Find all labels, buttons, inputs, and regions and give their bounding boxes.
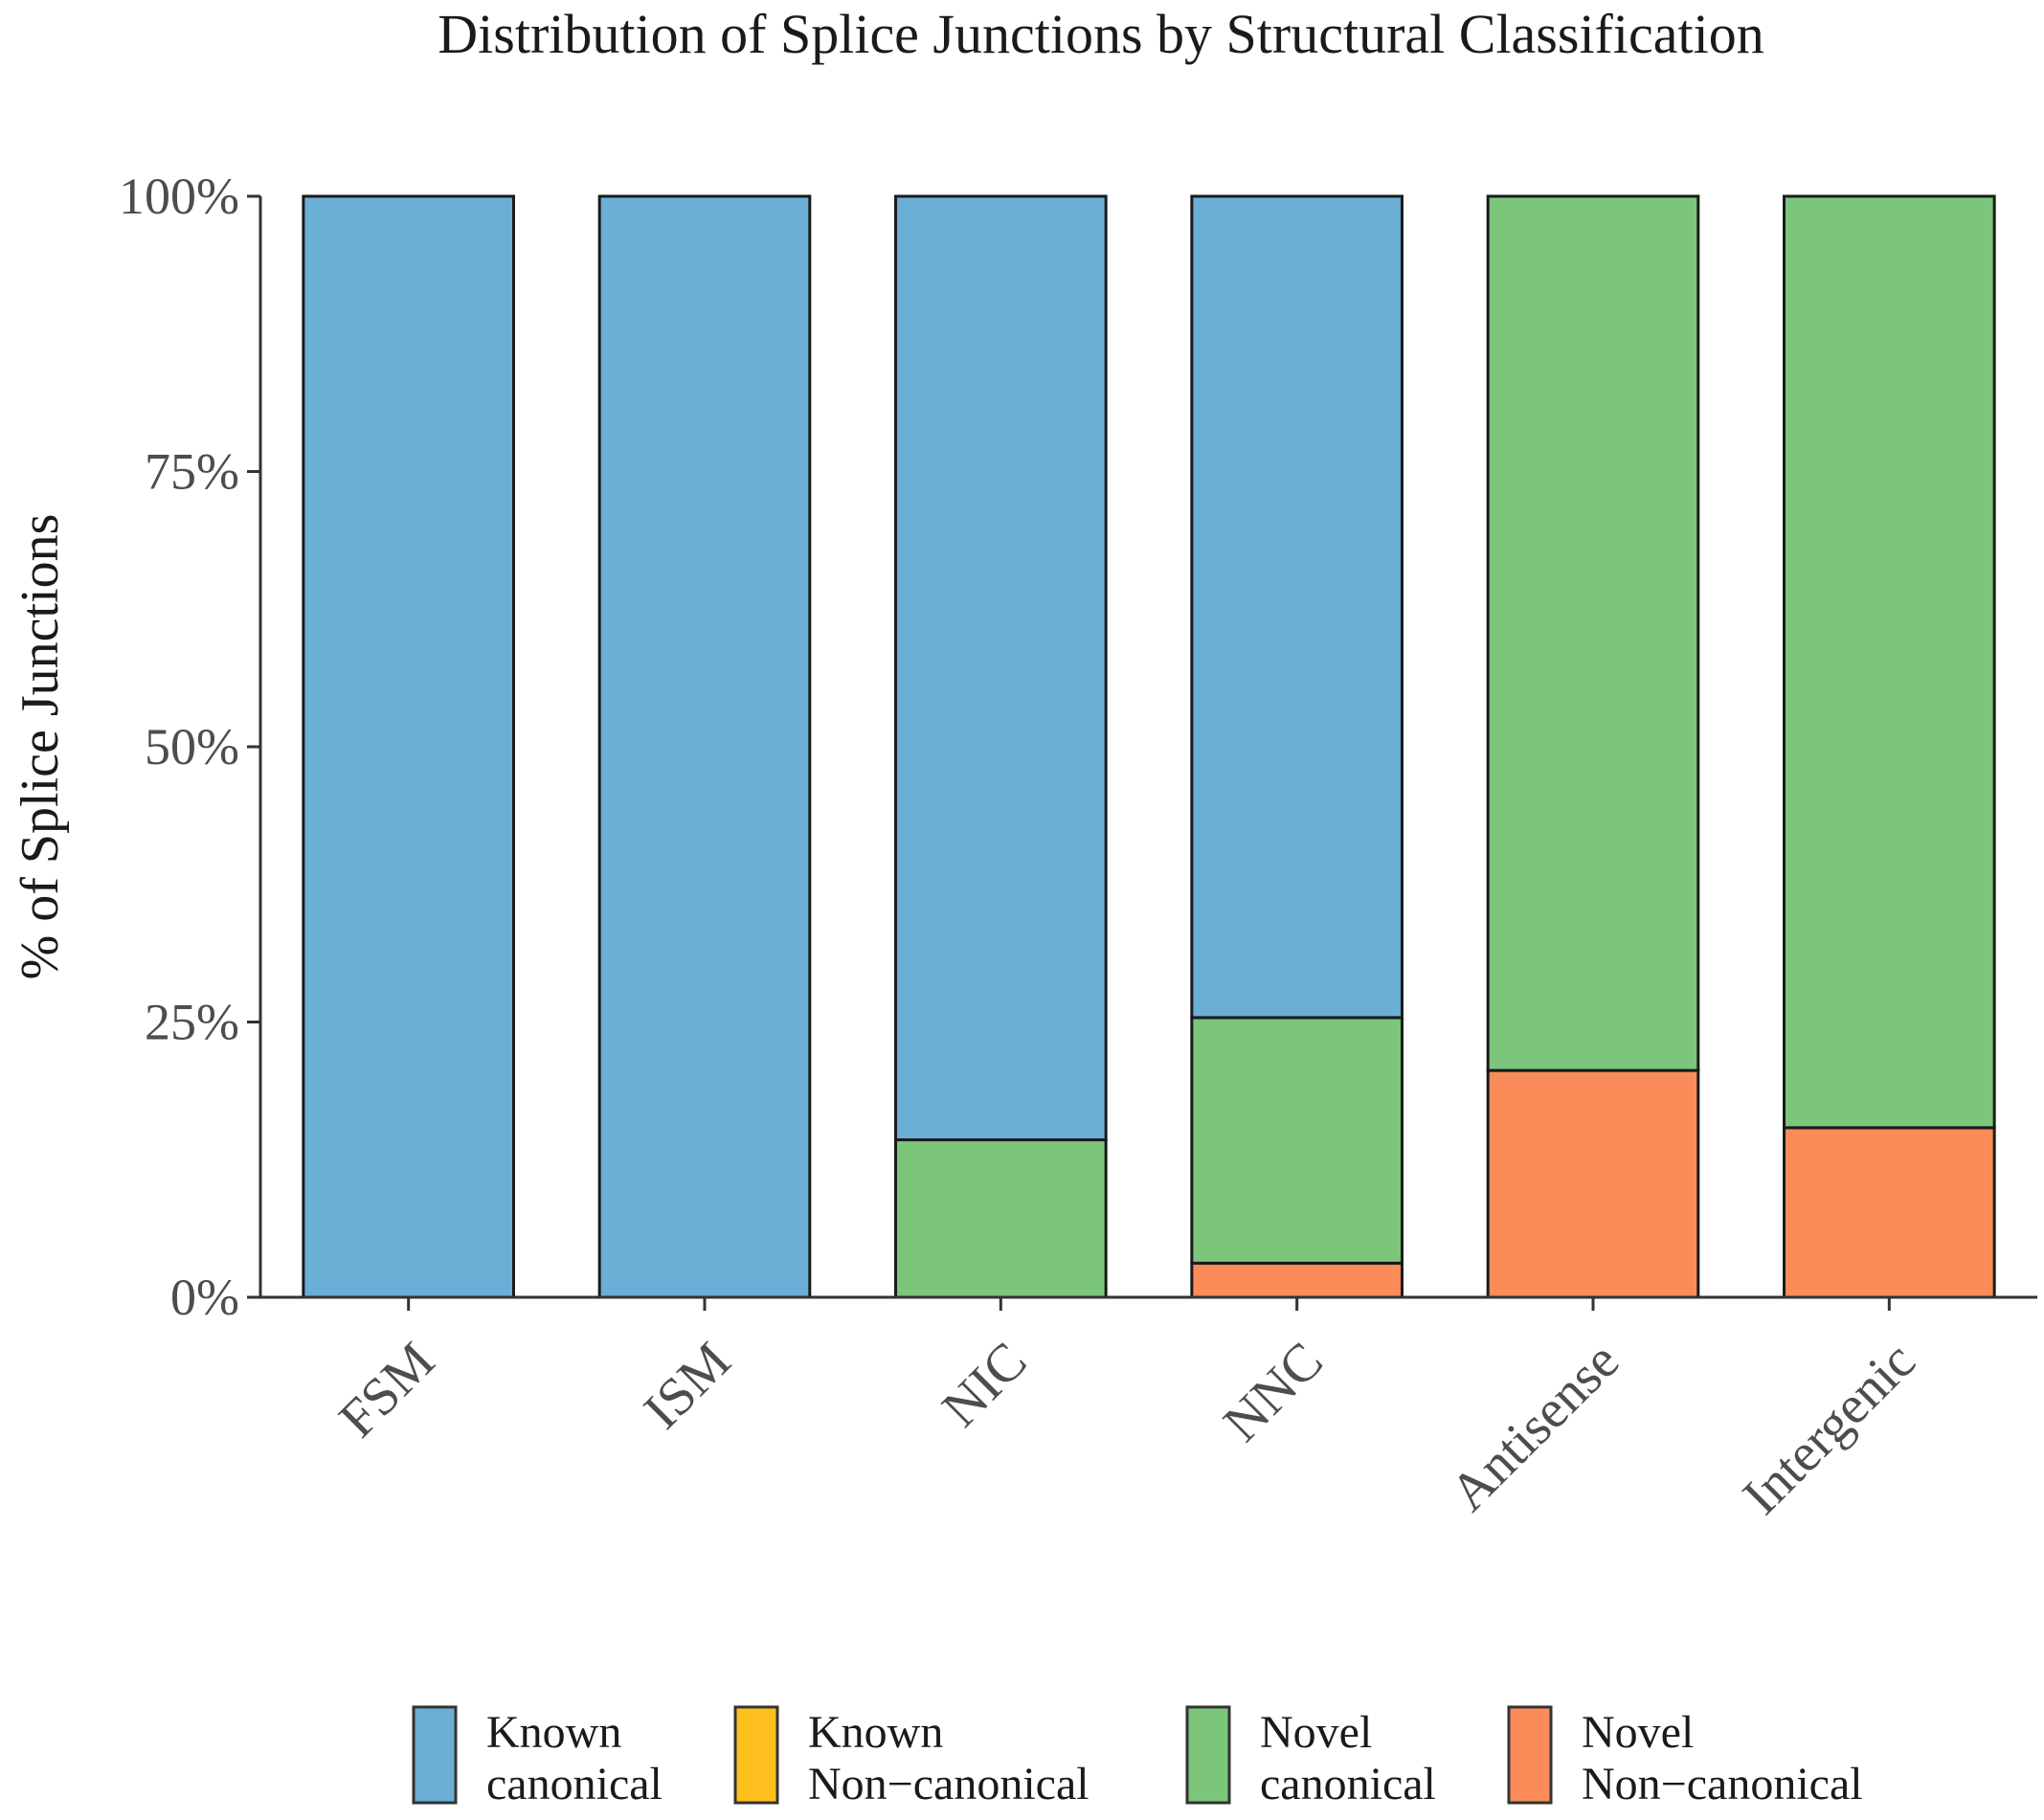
bar-segment <box>1190 194 1404 1020</box>
bar-segment <box>894 1138 1108 1299</box>
y-tick-label: 25% <box>145 994 239 1051</box>
y-axis-label: % of Splice Junctions <box>11 514 70 980</box>
legend-item: Known Non−canonical <box>733 1705 1089 1809</box>
bar-segment <box>894 194 1108 1142</box>
x-tick-label: NNC <box>1212 1331 1334 1452</box>
legend-key <box>1507 1705 1553 1805</box>
x-tick-label: NIC <box>931 1331 1038 1438</box>
legend-key <box>412 1705 458 1805</box>
y-tick-label: 75% <box>145 443 239 501</box>
legend-key <box>1185 1705 1231 1805</box>
bar-segment <box>1783 1126 1996 1299</box>
legend-label: Known canonical <box>486 1707 663 1809</box>
bar-segment <box>1783 194 1996 1130</box>
x-tick-label: Antisense <box>1439 1331 1630 1522</box>
legend-key <box>733 1705 779 1805</box>
y-tick-label: 100% <box>119 168 239 225</box>
legend-item: Novel canonical <box>1185 1705 1436 1809</box>
x-tick-label: FSM <box>328 1331 446 1449</box>
legend-item: Known canonical <box>412 1705 663 1809</box>
plot-area: 0% 25% 50% 75% 100% FSM ISM NIC NNC Antisense Inte… <box>119 168 2037 1526</box>
chart-title: Distribution of Splice Junctions by Stru… <box>438 3 1763 65</box>
bar-segment <box>1190 1261 1404 1299</box>
bar-segment <box>597 194 812 1299</box>
legend: Known canonical Known Non−canonical Novel can… <box>412 1705 1863 1809</box>
bar-segment <box>1486 194 1700 1072</box>
legend-label: Novel Non−canonical <box>1582 1707 1863 1809</box>
bar-segment <box>1190 1016 1404 1265</box>
bar-segment <box>302 194 515 1299</box>
legend-label: Novel canonical <box>1260 1707 1436 1809</box>
x-tick-label: ISM <box>633 1331 742 1440</box>
y-tick-label: 0% <box>170 1269 239 1326</box>
x-tick-label: Intergenic <box>1732 1331 1927 1526</box>
bar-segment <box>1486 1068 1700 1299</box>
legend-item: Novel Non−canonical <box>1507 1705 1863 1809</box>
y-tick-label: 50% <box>145 718 239 775</box>
legend-label: Known Non−canonical <box>808 1707 1089 1809</box>
